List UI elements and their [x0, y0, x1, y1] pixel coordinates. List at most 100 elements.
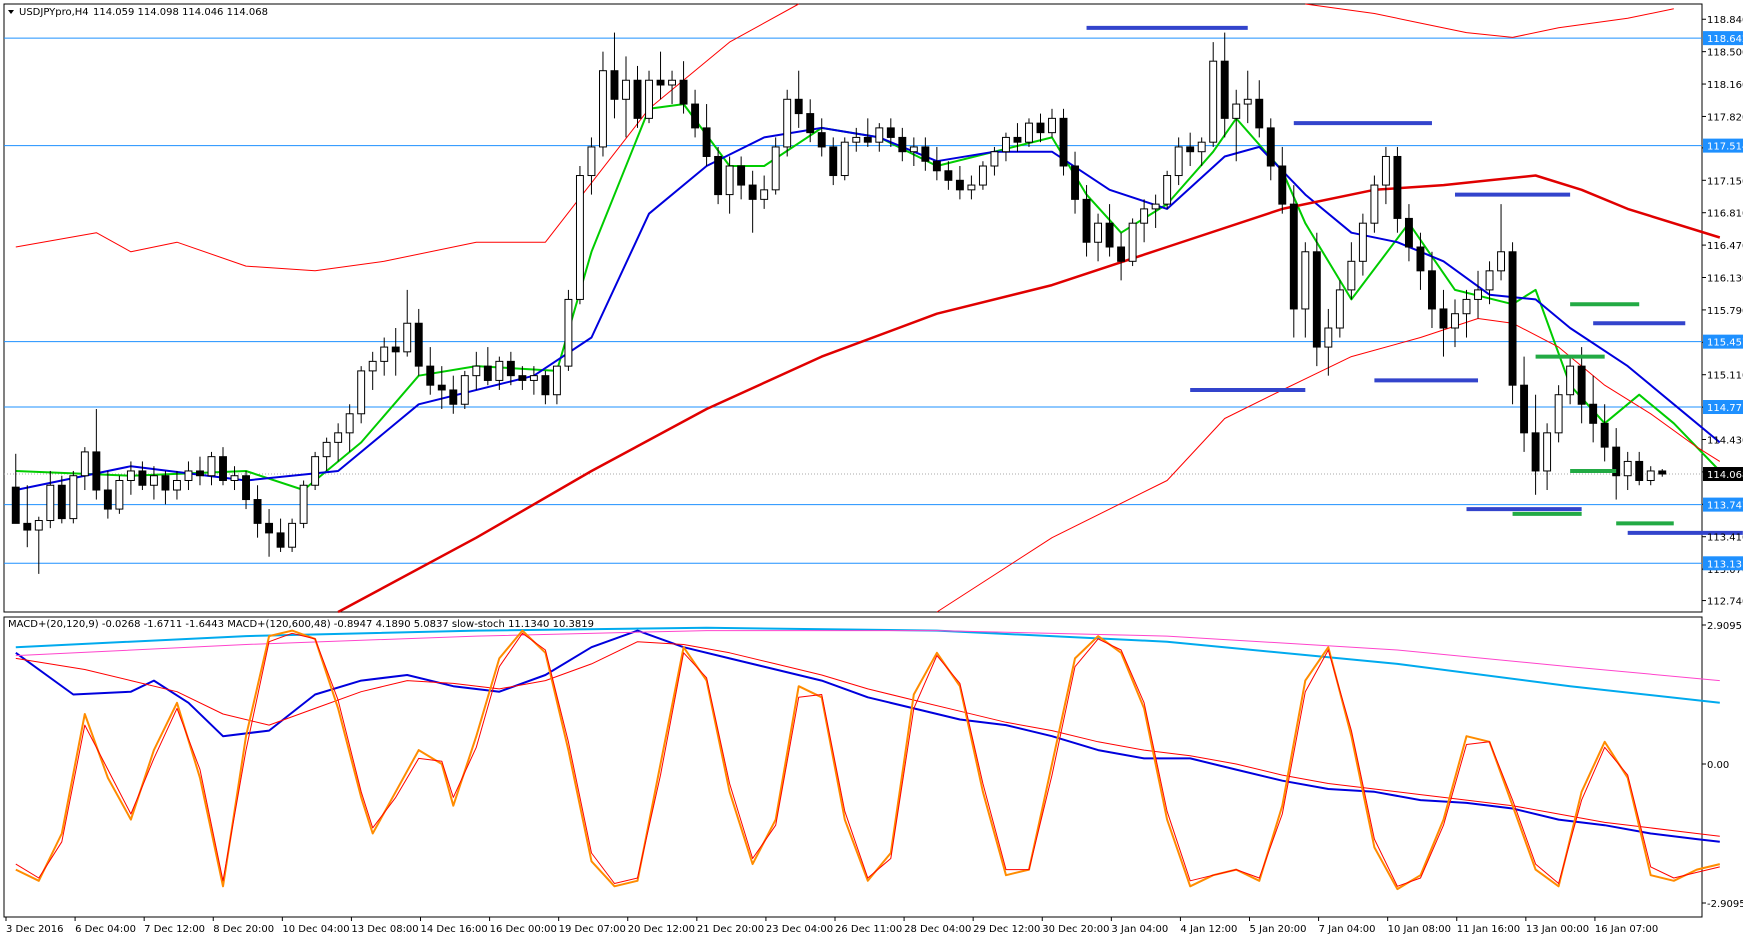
candle[interactable]: [1174, 137, 1183, 186]
candle[interactable]: [852, 127, 861, 152]
candle[interactable]: [668, 70, 677, 105]
candle[interactable]: [161, 470, 170, 505]
candle[interactable]: [1658, 469, 1667, 477]
candle[interactable]: [207, 451, 216, 486]
candle[interactable]: [656, 51, 665, 100]
candle[interactable]: [1059, 108, 1068, 176]
candle[interactable]: [460, 370, 469, 410]
candle[interactable]: [737, 156, 746, 200]
candle[interactable]: [357, 366, 366, 424]
candle[interactable]: [622, 56, 630, 138]
candle[interactable]: [1439, 289, 1448, 357]
candle[interactable]: [1220, 32, 1229, 138]
candle[interactable]: [1036, 113, 1045, 143]
candle[interactable]: [794, 70, 803, 128]
candle[interactable]: [322, 437, 331, 471]
candle[interactable]: [1312, 232, 1321, 367]
candle[interactable]: [23, 485, 32, 548]
candle[interactable]: [898, 127, 907, 162]
candle[interactable]: [1370, 175, 1379, 233]
candle[interactable]: [1094, 213, 1103, 262]
candle[interactable]: [506, 351, 515, 386]
candle[interactable]: [1520, 356, 1529, 452]
candle[interactable]: [1209, 42, 1218, 147]
candle[interactable]: [1404, 204, 1413, 262]
candle[interactable]: [172, 470, 181, 500]
candle[interactable]: [1186, 132, 1195, 167]
candle[interactable]: [242, 470, 250, 510]
candle[interactable]: [34, 516, 43, 574]
candle[interactable]: [817, 118, 826, 157]
candle[interactable]: [587, 137, 596, 195]
candle[interactable]: [219, 447, 227, 486]
symbol-menu-icon[interactable]: [8, 10, 14, 14]
candle[interactable]: [1566, 356, 1575, 405]
candle[interactable]: [1612, 428, 1621, 500]
candle[interactable]: [426, 347, 435, 395]
candle[interactable]: [921, 137, 930, 171]
candle[interactable]: [1243, 70, 1252, 124]
candle[interactable]: [529, 366, 538, 395]
candle[interactable]: [806, 99, 815, 143]
candle[interactable]: [1623, 451, 1632, 491]
candle[interactable]: [80, 447, 89, 491]
candle[interactable]: [311, 451, 320, 491]
candle[interactable]: [1082, 185, 1091, 257]
candle[interactable]: [1635, 451, 1644, 486]
candle[interactable]: [1266, 118, 1275, 181]
candle[interactable]: [126, 461, 135, 495]
candle[interactable]: [932, 146, 941, 181]
candle[interactable]: [610, 32, 619, 119]
candle[interactable]: [771, 137, 780, 195]
candle[interactable]: [552, 365, 561, 405]
candle[interactable]: [714, 146, 723, 205]
candle[interactable]: [760, 175, 769, 209]
candle[interactable]: [368, 351, 377, 390]
candle[interactable]: [1025, 118, 1033, 147]
candle[interactable]: [955, 166, 964, 200]
candle[interactable]: [1451, 299, 1459, 348]
candle[interactable]: [541, 370, 550, 405]
candle[interactable]: [748, 170, 757, 233]
candle[interactable]: [1255, 80, 1264, 138]
candle[interactable]: [472, 351, 481, 390]
candle[interactable]: [1001, 132, 1010, 162]
candle[interactable]: [1600, 404, 1609, 462]
candle[interactable]: [265, 509, 274, 557]
candle[interactable]: [57, 475, 66, 524]
candle[interactable]: [1554, 385, 1563, 443]
candle[interactable]: [1485, 261, 1494, 305]
candle[interactable]: [437, 366, 446, 410]
candle[interactable]: [1543, 423, 1552, 491]
candle[interactable]: [103, 470, 112, 519]
candle[interactable]: [1128, 218, 1137, 267]
candle[interactable]: [645, 70, 653, 124]
candle[interactable]: [1589, 375, 1598, 443]
candle[interactable]: [92, 409, 101, 500]
candle[interactable]: [875, 123, 884, 152]
candle[interactable]: [1289, 185, 1298, 338]
candle[interactable]: [944, 161, 953, 190]
candle[interactable]: [288, 518, 297, 552]
candle[interactable]: [1508, 242, 1517, 405]
candle[interactable]: [345, 404, 354, 452]
candle[interactable]: [1048, 108, 1056, 138]
candle[interactable]: [978, 161, 987, 190]
candle[interactable]: [1497, 204, 1506, 281]
candle[interactable]: [138, 461, 147, 491]
candle[interactable]: [11, 453, 20, 524]
candle[interactable]: [1428, 251, 1436, 329]
candle[interactable]: [1577, 347, 1586, 424]
candle[interactable]: [1117, 232, 1126, 281]
candle[interactable]: [990, 146, 999, 176]
candle[interactable]: [840, 137, 849, 181]
candle[interactable]: [1347, 242, 1356, 300]
candle[interactable]: [599, 51, 607, 157]
candle[interactable]: [863, 118, 872, 147]
candle[interactable]: [829, 137, 838, 186]
candle[interactable]: [391, 328, 400, 376]
candle[interactable]: [253, 485, 262, 538]
candle[interactable]: [1531, 394, 1540, 495]
candle[interactable]: [1232, 89, 1241, 162]
